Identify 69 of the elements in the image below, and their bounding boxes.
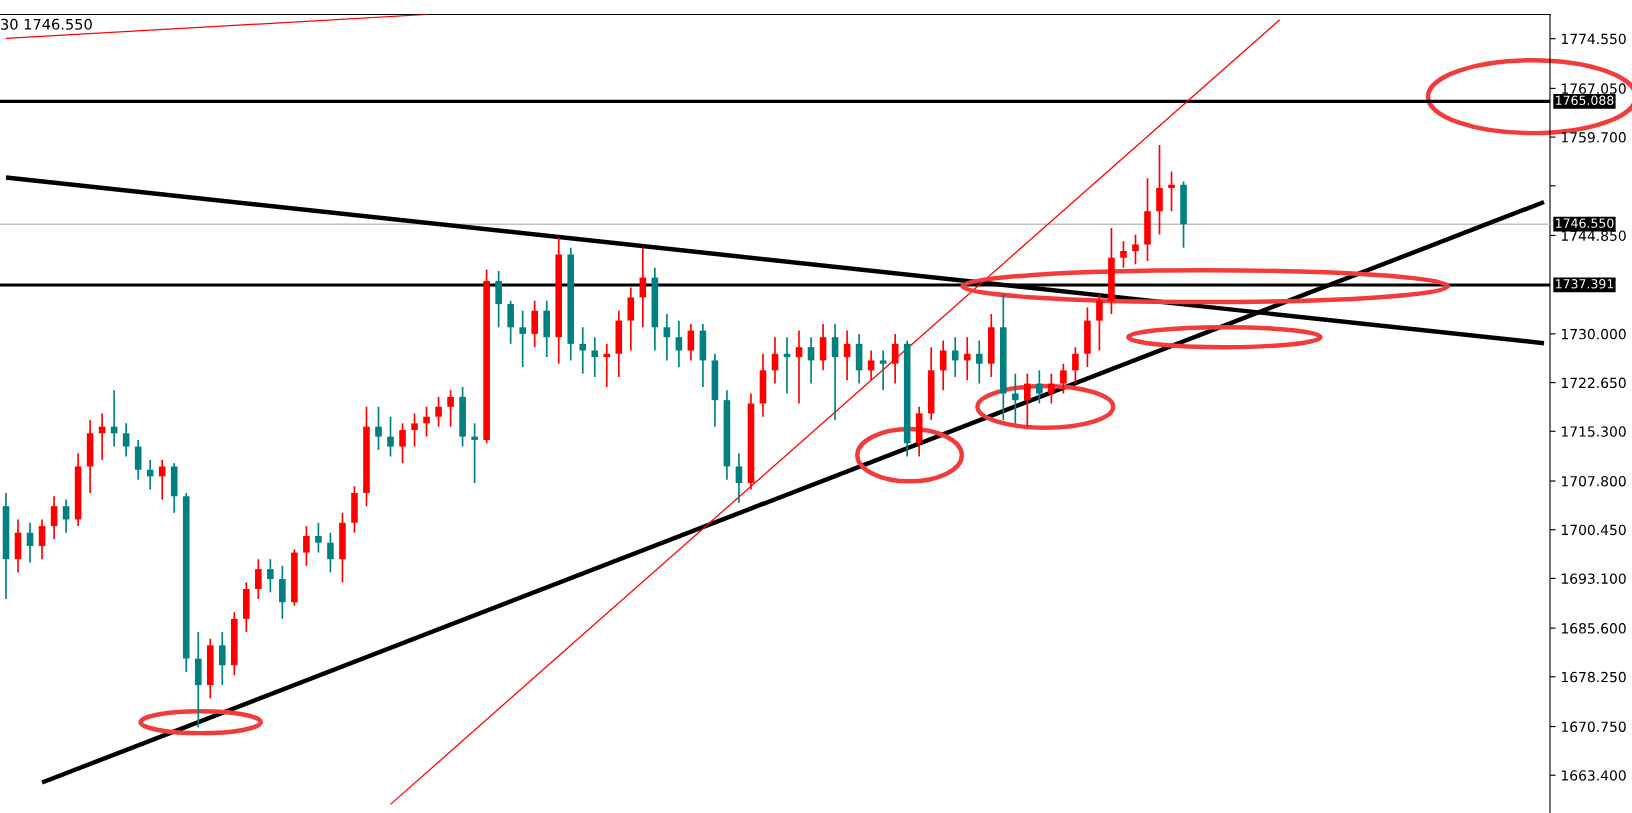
y-tick-label: 1670.750 [1561,721,1626,732]
candlestick [1072,346,1079,385]
candlestick [975,339,983,385]
candlestick [831,323,839,421]
candlestick [1120,240,1127,269]
y-tick-label: 1730.000 [1561,328,1626,340]
candlestick [327,531,334,574]
candlestick [591,336,599,378]
ref-line-label: 1746.550 [1556,218,1614,228]
y-tick-label: 1744.850 [1561,230,1626,241]
candlestick [447,389,454,428]
y-tick-label: 1774.550 [1561,33,1626,45]
candlestick [579,326,587,375]
candlestick [375,405,382,451]
candlestick [795,329,803,405]
candlestick [471,422,478,484]
candlestick [1096,293,1103,352]
candlestick [1012,372,1019,425]
candlestick [963,336,971,382]
candlestick [303,525,310,567]
candlestick [1060,362,1067,395]
candlestick [951,336,959,378]
annotation: 30 1746.550 [1,18,92,30]
candlestick [387,415,394,458]
candlestick [423,405,430,438]
candlestick [1132,233,1139,266]
candlestick [819,323,827,372]
candlestick [279,564,286,620]
y-tick-label: 1715.300 [1561,426,1626,437]
y-tick-label: 1678.250 [1561,671,1626,683]
candlestick [663,313,671,362]
y-tick-label: 1759.700 [1561,132,1626,143]
y-tick-label: 1767.050 [1561,83,1626,94]
candlestick [134,439,142,481]
candlestick [879,349,887,392]
y-tick-label: 1685.600 [1561,623,1626,634]
candlestick [50,495,58,541]
candlestick [735,452,743,504]
candlestick [1168,170,1175,213]
candlestick [122,422,130,458]
candlestick [267,558,274,594]
ref-line-label: 1765.088 [1556,95,1614,106]
ref-line-label: 1737.391 [1556,279,1614,289]
candlestick [1156,144,1163,236]
candlestick [867,349,875,382]
candlestick [507,299,514,345]
candlestick [255,558,262,600]
candlestick [435,396,442,428]
y-tick-label: 1693.100 [1561,573,1626,584]
candlestick [1024,372,1031,428]
candlestick [315,521,322,554]
candlestick [495,270,502,329]
candlestick [531,299,538,348]
candlestick [891,333,899,385]
candlestick [603,343,611,388]
candlestick [218,631,226,686]
candlestick [1048,372,1055,405]
y-tick-label: 1707.800 [1561,475,1626,487]
candlestick [627,286,635,352]
candlestick [38,518,46,561]
candlestick [411,412,418,448]
y-tick-label: 1700.450 [1561,524,1626,536]
candlestick [158,458,166,501]
candlestick [1036,369,1043,405]
candlestick [399,422,406,464]
y-tick-label: 1722.650 [1561,377,1626,389]
candlestick [939,339,947,392]
y-tick-label: 1663.400 [1561,770,1626,781]
candlestick [519,309,526,368]
